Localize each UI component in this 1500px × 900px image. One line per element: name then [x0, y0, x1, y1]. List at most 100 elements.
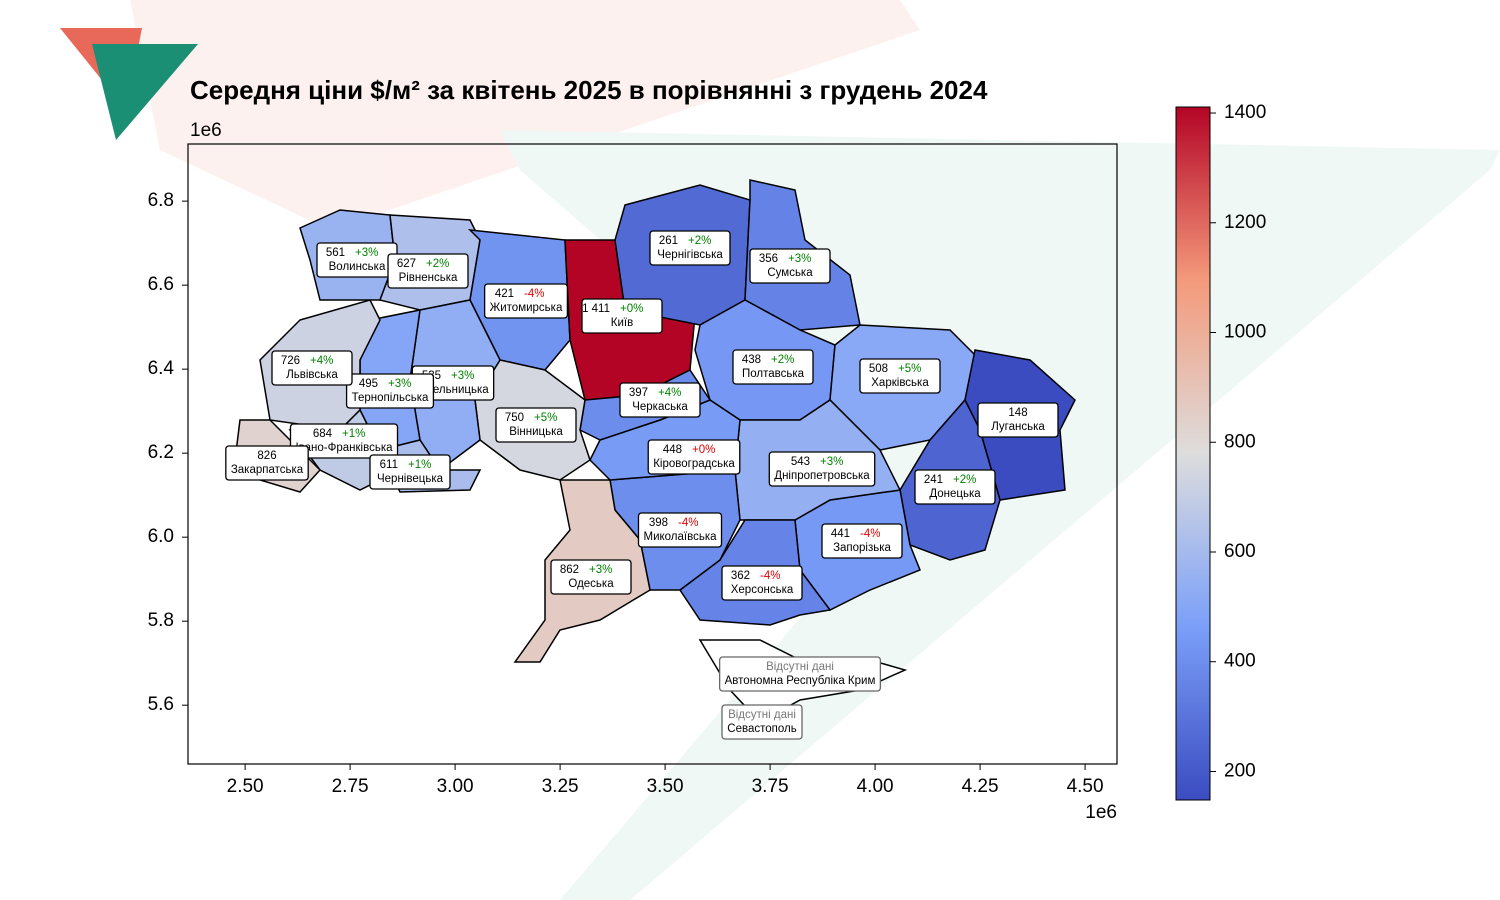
y-tick-label: 6.2: [148, 442, 174, 463]
region-label: 561 +3% Волинська: [316, 242, 398, 278]
region-name: Вінницька: [509, 426, 563, 438]
y-tick-label: 6.6: [148, 274, 174, 295]
missing-note: Відсутні дані: [766, 661, 834, 673]
region-label: 441 -4% Запорізька: [821, 523, 903, 559]
region-name: Хмельницька: [417, 384, 489, 396]
value-label: 362: [731, 570, 750, 582]
logo: [60, 28, 198, 140]
y-tick-label: 6.8: [148, 190, 174, 211]
label-box: [271, 350, 353, 386]
value-label: 1 411: [582, 303, 610, 315]
x-tick-label: 2.50: [227, 776, 264, 797]
region-label: 627 +2% Рівненська: [387, 253, 469, 289]
region-name: Луганська: [991, 421, 1045, 433]
region-label: Відсутні дані Автономна Республіка Крим: [718, 656, 882, 692]
region-label: 726 +4% Львівська: [271, 350, 353, 386]
colorbar-tick-label: 1200: [1224, 212, 1266, 233]
change-label: +4%: [658, 387, 681, 399]
change-label: +2%: [771, 354, 794, 366]
value-label: 684: [313, 428, 333, 440]
region-name: Сумська: [767, 267, 813, 279]
region-name: Херсонська: [731, 584, 794, 596]
change-label: -4%: [860, 528, 880, 540]
region-label: 398 -4% Миколаївська: [637, 512, 723, 548]
value-label: 398: [649, 517, 668, 529]
region-name: Автономна Республіка Крим: [725, 675, 876, 687]
label-box: [768, 451, 876, 487]
value-label: 495: [359, 378, 378, 390]
x-tick-label: 3.25: [542, 776, 579, 797]
x-tick-label: 4.50: [1067, 776, 1104, 797]
label-box: [732, 349, 814, 385]
region-label: 448 +0% Кіровоградська: [647, 439, 741, 475]
region-label: 421 -4% Житомирська: [483, 283, 569, 319]
region-label: 362 -4% Херсонська: [721, 565, 803, 601]
region-label: 148 Луганська: [977, 402, 1059, 438]
region-label: 356 +3% Сумська: [749, 248, 831, 284]
region-name: Волинська: [329, 261, 386, 273]
value-label: 397: [629, 387, 648, 399]
label-box: [289, 423, 399, 459]
region-label: 495 +3% Тернопільська: [345, 373, 435, 409]
region-label: 684 +1% Івано-Франківська: [289, 423, 399, 459]
label-box: [649, 230, 731, 266]
region-name: Черкаська: [632, 401, 688, 413]
value-label: 726: [281, 355, 300, 367]
label-box: [718, 656, 882, 692]
change-label: +4%: [310, 355, 333, 367]
x-tick-label: 3.00: [437, 776, 474, 797]
change-label: -4%: [760, 570, 780, 582]
value-label: 862: [560, 564, 579, 576]
region-name: Тернопільська: [352, 392, 429, 404]
change-label: +2%: [953, 474, 976, 486]
x-tick-label: 4.25: [962, 776, 999, 797]
region-name: Львівська: [286, 369, 338, 381]
region-name: Кіровоградська: [653, 458, 735, 470]
region-label: 397 +4% Черкаська: [619, 382, 701, 418]
region-name: Чернігівська: [657, 249, 723, 261]
label-box: [369, 454, 451, 490]
colorbar: [1175, 106, 1211, 801]
value-label: 261: [659, 235, 678, 247]
value-label: 241: [924, 474, 943, 486]
label-box: [581, 298, 663, 334]
region-name: Закарпатська: [231, 464, 304, 476]
x-tick-label: 4.00: [857, 776, 894, 797]
colorbar-tick-label: 800: [1224, 431, 1256, 452]
change-label: +2%: [426, 258, 449, 270]
label-box: [859, 358, 941, 394]
change-label: +3%: [451, 370, 474, 382]
change-label: +3%: [788, 253, 811, 265]
label-box: [637, 512, 723, 548]
x-tick-label: 3.75: [752, 776, 789, 797]
region-name: Полтавська: [742, 368, 805, 380]
change-label: +3%: [388, 378, 411, 390]
change-label: +2%: [688, 235, 711, 247]
colorbar-tick-label: 200: [1224, 760, 1256, 781]
change-label: -4%: [524, 288, 544, 300]
missing-note: Відсутні дані: [728, 709, 796, 721]
value-label: 627: [397, 258, 416, 270]
label-box: [495, 407, 577, 443]
y-tick-label: 5.8: [148, 610, 174, 631]
change-label: +3%: [355, 247, 378, 259]
label-box: [345, 373, 435, 409]
y-tick-label: 6.4: [148, 358, 175, 379]
y-tick-label: 5.6: [148, 694, 174, 715]
value-label: 421: [495, 288, 514, 300]
change-label: +3%: [820, 456, 843, 468]
region-label: 438 +2% Полтавська: [732, 349, 814, 385]
value-label: 441: [831, 528, 850, 540]
region-name: Запорізька: [833, 542, 891, 554]
label-box: [550, 559, 632, 595]
label-box: [225, 445, 309, 481]
chart-title: Середня ціни $/м² за квітень 2025 в порі…: [190, 75, 988, 105]
region-label: 543 +3% Дніпропетровська: [768, 451, 876, 487]
region-name: Миколаївська: [643, 531, 717, 543]
region-name: Одеська: [568, 578, 614, 590]
region-label: 826 Закарпатська: [225, 445, 309, 481]
value-label: 448: [663, 444, 682, 456]
label-box: [821, 523, 903, 559]
change-label: -4%: [678, 517, 698, 529]
